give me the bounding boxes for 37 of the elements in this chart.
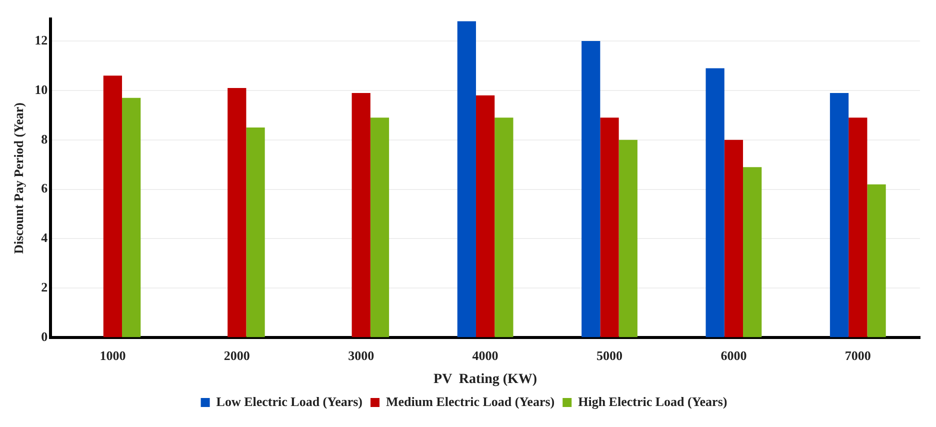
x-tick-label: 6000 <box>720 348 747 363</box>
y-tick-label: 4 <box>41 230 48 246</box>
bar <box>457 21 476 338</box>
legend-label: Medium Electric Load (Years) <box>386 394 555 409</box>
legend-label: Low Electric Load (Years) <box>216 394 363 409</box>
x-tick-label: 4000 <box>472 348 498 363</box>
bar <box>370 118 390 338</box>
x-tick-label: 1000 <box>100 348 126 363</box>
y-tick-label: 8 <box>41 131 48 146</box>
bar <box>476 95 495 338</box>
bar <box>352 92 370 338</box>
y-tick-label: 6 <box>41 180 48 196</box>
bar <box>848 118 868 338</box>
y-tick-label: 2 <box>41 280 48 295</box>
bar <box>228 88 246 338</box>
y-tick-label: 10 <box>34 82 48 97</box>
y-axis-title: Discount Pay Period (Year) <box>11 102 26 254</box>
bar <box>618 140 638 338</box>
bar <box>867 184 886 338</box>
x-axis-title: PV Rating (KW) <box>434 372 538 388</box>
legend-label: High Electric Load (Years) <box>578 394 728 409</box>
bar <box>582 41 600 338</box>
bar <box>830 92 849 338</box>
x-tick-label: 5000 <box>596 348 622 363</box>
x-tick-label: 7000 <box>844 348 871 363</box>
bar <box>246 128 265 338</box>
bar <box>743 167 762 338</box>
x-tick-label: 2000 <box>224 348 250 363</box>
bar <box>122 98 141 338</box>
y-tick-label: 12 <box>34 32 48 48</box>
bar <box>706 68 724 338</box>
bar <box>600 118 619 338</box>
y-tick-label: 0 <box>41 328 48 344</box>
x-tick-label: 3000 <box>348 348 374 363</box>
bar <box>724 140 744 338</box>
bar <box>103 76 122 338</box>
bar <box>494 118 514 338</box>
